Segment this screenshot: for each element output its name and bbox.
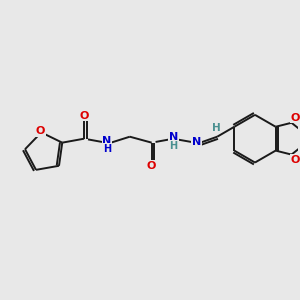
Text: O: O xyxy=(80,111,89,121)
Text: O: O xyxy=(147,160,156,170)
Text: H: H xyxy=(169,141,178,151)
Text: O: O xyxy=(36,126,45,136)
Text: O: O xyxy=(291,113,300,123)
Text: H: H xyxy=(212,123,220,133)
Text: N: N xyxy=(169,132,178,142)
Text: N: N xyxy=(102,136,112,146)
Text: H: H xyxy=(103,144,111,154)
Text: N: N xyxy=(192,137,201,147)
Text: O: O xyxy=(291,154,300,164)
